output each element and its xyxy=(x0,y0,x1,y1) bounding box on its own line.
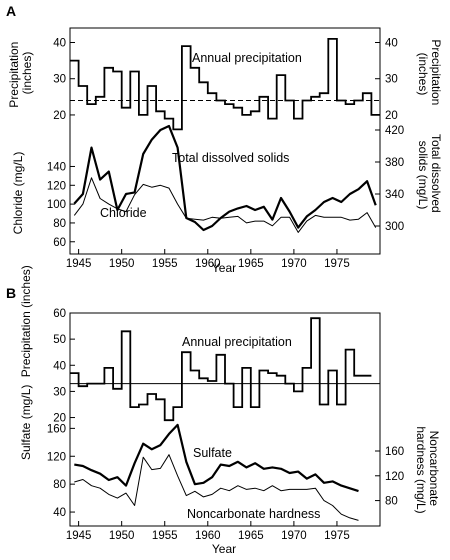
x-axis-label-b: Year xyxy=(212,542,236,556)
annotation-total-dissolved-solids: Total dissolved solids xyxy=(172,151,289,165)
panel-b-right-tick-label: 80 xyxy=(385,496,398,508)
panel-a-series-0-line xyxy=(73,124,377,232)
panel-b-left-tick-label: 160 xyxy=(47,423,66,435)
annotation-sulfate: Sulfate xyxy=(193,446,232,460)
panel-b-x-tick-label: 1950 xyxy=(109,530,135,542)
precip-label-a-line1: Precipitation xyxy=(7,42,21,108)
panel-a-precip-tick-label-right: 40 xyxy=(385,37,398,49)
panel-b-x-tick-label: 1955 xyxy=(152,530,178,542)
panel-a-x-tick-label: 1955 xyxy=(152,258,178,270)
panel-a: 20 20 30 30 40 40 60 80 100 120 140 300 340 380 420 1… xyxy=(7,27,443,275)
annotation-annual-precipitation-b: Annual precipitation xyxy=(182,335,292,349)
panel-b-x-tick-label: 1975 xyxy=(324,530,350,542)
nch-label-line1: Noncarbonate xyxy=(427,431,441,507)
panel-a-precip-tick-label-right: 20 xyxy=(385,110,398,122)
panel-b-precip-tick-label-left: 50 xyxy=(53,334,66,346)
panel-b-right-tick-label: 120 xyxy=(385,471,404,483)
panel-a-left-tick-label: 140 xyxy=(47,161,66,173)
sulfate-label: Sulfate (mg/L) xyxy=(19,385,33,460)
tds-label-line2: solids (mg/L) xyxy=(416,141,430,210)
panel-a-x-tick-label: 1965 xyxy=(238,258,264,270)
tds-label-line1: Total dissolved xyxy=(429,134,443,213)
panel-a-precipitation-step-series xyxy=(70,38,380,131)
y-axis-label-noncarbonate-hardness: Noncarbonate hardness (mg/L) xyxy=(414,426,441,513)
panel-b-series-1-line xyxy=(74,454,359,521)
panel-a-left-tick-label: 100 xyxy=(47,199,66,211)
panel-a-frame xyxy=(69,27,381,255)
panel-b-x-tick-label: 1970 xyxy=(281,530,307,542)
panel-a-right-tick-label: 340 xyxy=(385,189,404,201)
panel-a-right-tick-label: 420 xyxy=(385,125,404,137)
annotation-noncarbonate-hardness: Noncarbonate hardness xyxy=(187,507,320,521)
annotation-chloride: Chloride xyxy=(100,206,147,220)
panel-b-precip-tick-label-left: 30 xyxy=(53,386,66,398)
precip-label-a-line2: (inches) xyxy=(20,52,34,95)
panel-b: 20 30 40 50 60 40 80 120 160 80 120 160 1945 1950 19… xyxy=(19,265,441,556)
panel-a-precip-tick-label-right: 30 xyxy=(385,74,398,86)
x-axis-label-a: Year xyxy=(212,261,236,275)
panel-a-precip-tick-label-left: 30 xyxy=(53,74,66,86)
panel-a-right-tick-label: 300 xyxy=(385,221,404,233)
panel-b-x-tick-label: 1965 xyxy=(238,530,264,542)
panel-a-precip-tick-label-left: 40 xyxy=(53,37,66,49)
panel-a-left-tick-label: 80 xyxy=(53,218,66,230)
panel-b-left-tick-label: 120 xyxy=(47,451,66,463)
panel-a-x-tick-label: 1970 xyxy=(281,258,307,270)
panel-b-x-tick-label: 1960 xyxy=(195,530,221,542)
panel-b-left-tick-label: 40 xyxy=(53,507,66,519)
panel-a-left-tick-label: 60 xyxy=(53,237,66,249)
annotation-annual-precipitation-a: Annual precipitation xyxy=(192,51,302,65)
panel-b-frame xyxy=(69,312,381,527)
y-axis-label-precipitation-left-a: Precipitation (inches) xyxy=(7,38,34,107)
panel-b-x-tick-label: 1945 xyxy=(66,530,92,542)
y-axis-label-sulfate-precipitation: Sulfate (mg/L) Precipitation (inches) xyxy=(19,265,33,460)
nch-label-line2: hardness (mg/L) xyxy=(414,426,428,513)
panel-b-series-0-line xyxy=(74,423,359,493)
panel-b-left-tick-label: 80 xyxy=(53,479,66,491)
precip-right-label-line2: (inches) xyxy=(416,53,430,96)
panel-b-precip-tick-label-left: 60 xyxy=(53,308,66,320)
y-axis-label-chloride: Chloride (mg/L) xyxy=(11,152,25,235)
panel-a-x-tick-label: 1950 xyxy=(109,258,135,270)
panel-a-left-tick-label: 120 xyxy=(47,180,66,192)
precip-right-label-line1: Precipitation xyxy=(429,39,443,105)
panel-b-precipitation-step-series xyxy=(70,317,372,422)
panel-label-b: B xyxy=(6,285,16,301)
panel-a-series-1-line xyxy=(73,177,377,233)
panel-a-precip-tick-label-left: 20 xyxy=(53,110,66,122)
panel-a-x-tick-label: 1945 xyxy=(66,258,92,270)
panel-a-right-tick-label: 380 xyxy=(385,157,404,169)
panel-b-right-tick-label: 160 xyxy=(385,446,404,458)
y-axis-label-precipitation-right-a: Precipitation (inches) xyxy=(416,39,443,108)
precip-label-b: Precipitation (inches) xyxy=(19,265,33,377)
panel-b-precip-tick-label-left: 20 xyxy=(53,413,66,425)
panel-b-precip-tick-label-left: 40 xyxy=(53,360,66,372)
panel-a-x-tick-label: 1960 xyxy=(195,258,221,270)
y-axis-label-total-dissolved-solids: Total dissolved solids (mg/L) xyxy=(416,134,443,216)
panel-label-a: A xyxy=(6,3,16,19)
panel-a-x-tick-label: 1975 xyxy=(324,258,350,270)
